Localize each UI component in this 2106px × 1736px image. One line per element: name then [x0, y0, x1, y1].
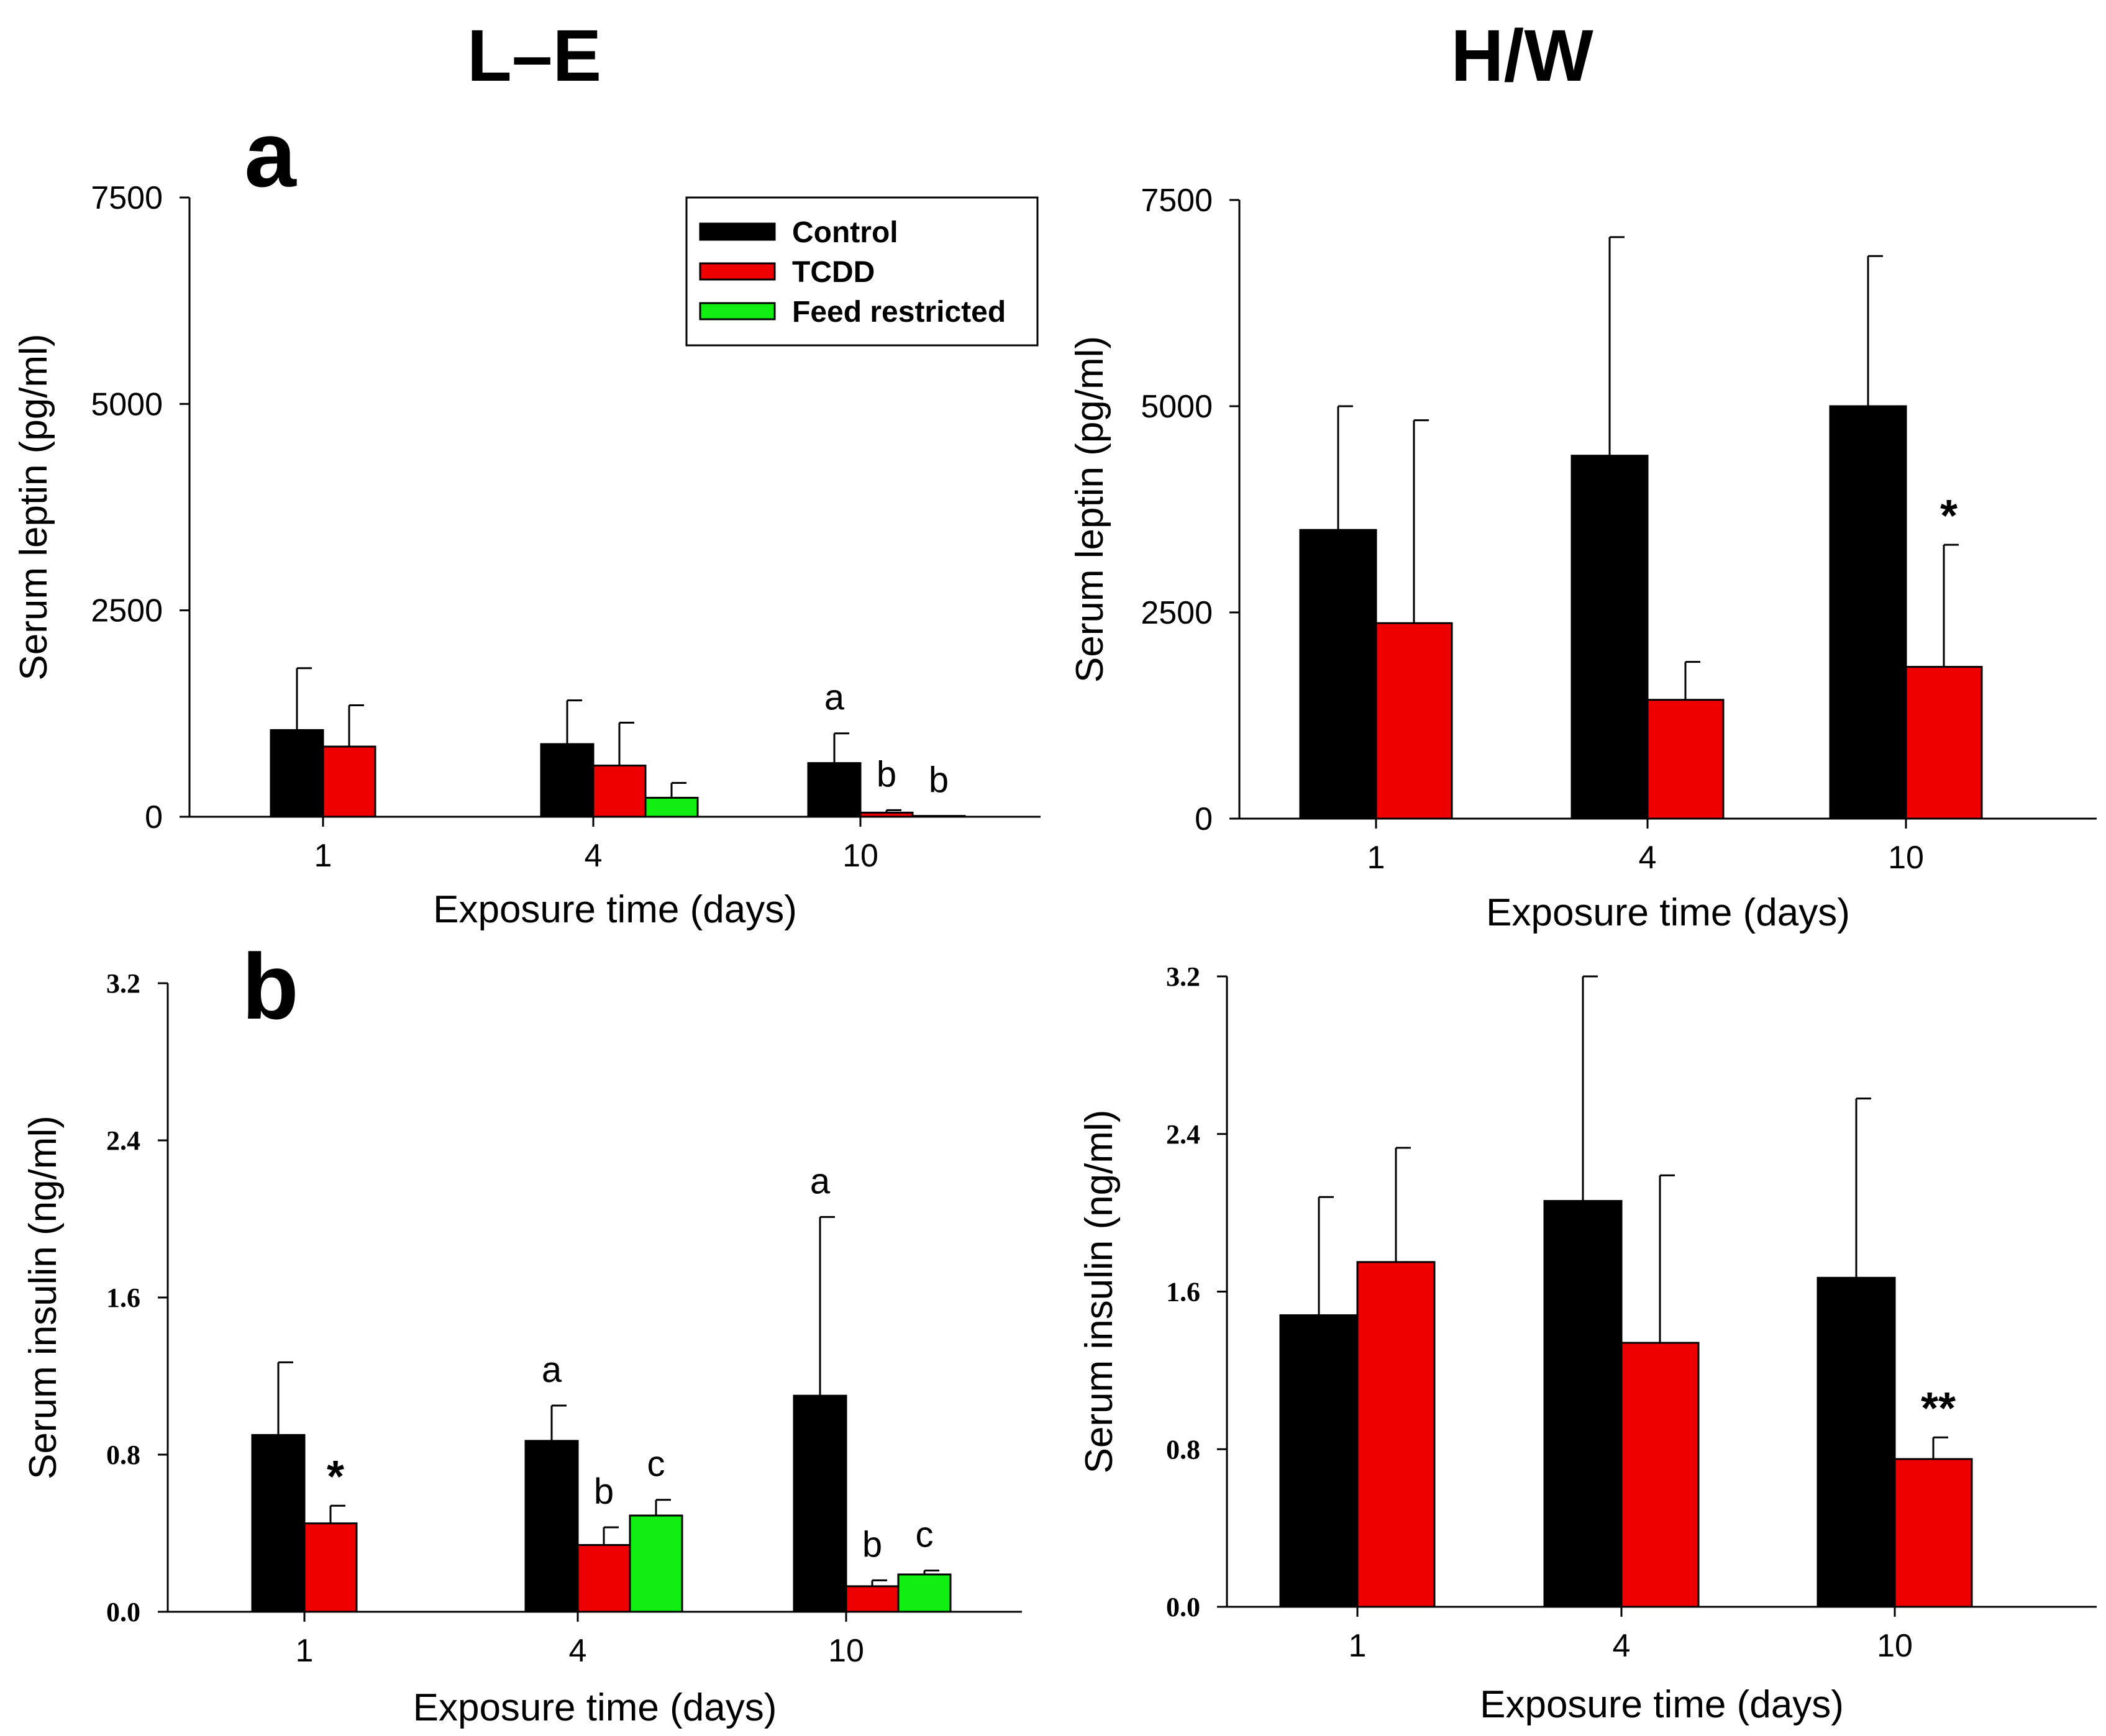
y-tick-label: 2500	[91, 593, 163, 629]
significance-label: **	[1921, 1384, 1956, 1434]
bar-feed-restricted	[897, 1573, 952, 1613]
significance-label: c	[916, 1515, 934, 1555]
significance-label: *	[327, 1452, 344, 1502]
y-tick-label: 5000	[91, 386, 163, 422]
legend-swatch-feed-restricted	[699, 302, 776, 320]
bar-control	[270, 729, 324, 818]
chart-le-leptin: 0 2500 5000 7500 Exposure time (days) Serum l…	[12, 180, 1041, 931]
significance-label: c	[647, 1444, 665, 1484]
significance-label: b	[594, 1471, 614, 1512]
legend-label: Feed restricted	[792, 296, 1006, 329]
bar-control	[1543, 1200, 1623, 1608]
x-tick-label: 4	[569, 1633, 587, 1669]
x-tick-label: 1	[1349, 1628, 1367, 1664]
chart-le-insulin: 0.0 0.8 1.6 2.4 3.2 Exposure time (days) Serum…	[22, 968, 1022, 1729]
y-tick-label: 2500	[1141, 595, 1213, 631]
bar-tcdd	[845, 1585, 900, 1613]
bar-tcdd	[577, 1543, 631, 1613]
chart-hw-insulin: 0.0 0.8 1.6 2.4 3.2 Exposure time (days) Serum…	[1078, 961, 2097, 1726]
y-tick-label: 5000	[1141, 389, 1213, 425]
y-tick-label: 2.4	[1166, 1119, 1200, 1150]
legend-label: TCDD	[792, 256, 875, 289]
x-tick-label: 10	[1877, 1628, 1913, 1664]
y-tick-label: 3.2	[1166, 961, 1200, 992]
panel-letter-a: a	[244, 102, 297, 206]
bar-feed-restricted	[644, 796, 699, 818]
significance-label: a	[810, 1161, 831, 1201]
x-axis-label: Exposure time (days)	[1480, 1683, 1844, 1726]
bar-feed-restricted	[911, 815, 966, 818]
bar-control	[1279, 1314, 1359, 1608]
significance-label: b	[877, 754, 896, 794]
bar-tcdd	[1375, 622, 1453, 820]
bar-control	[524, 1440, 579, 1613]
legend-swatch-tcdd	[699, 262, 776, 281]
bar-tcdd	[859, 811, 914, 818]
bar-feed-restricted	[629, 1514, 683, 1613]
y-axis-label: Serum leptin (pg/ml)	[12, 334, 55, 680]
bar-control	[793, 1394, 847, 1613]
bar-control	[1817, 1276, 1896, 1608]
bar-control	[540, 743, 595, 818]
significance-label: b	[929, 760, 949, 801]
y-tick-label: 1.6	[1166, 1277, 1200, 1307]
significance-label: *	[1940, 491, 1958, 541]
x-tick-label: 1	[1367, 840, 1385, 876]
x-tick-label: 10	[1888, 840, 1924, 876]
bar-tcdd	[592, 765, 647, 818]
bar-tcdd	[1905, 666, 1983, 820]
y-tick-label: 0	[1195, 801, 1213, 837]
bar-control	[1829, 405, 1907, 820]
panel-letter-b: b	[242, 934, 299, 1038]
x-tick-label: 4	[585, 838, 603, 874]
bar-tcdd	[1620, 1342, 1700, 1608]
significance-label: a	[824, 678, 845, 718]
y-tick-label: 3.2	[106, 968, 140, 999]
y-tick-label: 7500	[1141, 183, 1213, 219]
significance-label: b	[862, 1524, 882, 1565]
bar-tcdd	[1894, 1458, 1973, 1608]
x-axis-label: Exposure time (days)	[413, 1686, 777, 1729]
x-tick-label: 10	[828, 1633, 864, 1669]
y-axis-label: Serum leptin (pg/ml)	[1069, 336, 1111, 683]
y-tick-label: 0	[145, 799, 163, 835]
y-axis-label: Serum insulin (ng/ml)	[1078, 1110, 1121, 1474]
x-tick-label: 10	[842, 838, 878, 874]
chart-hw-leptin: 0 2500 5000 7500 Exposure time (days) Serum l…	[1069, 183, 2097, 934]
y-tick-label: 0.8	[106, 1440, 140, 1470]
bar-control	[807, 762, 862, 818]
x-tick-label: 4	[1639, 840, 1657, 876]
x-axis-label: Exposure time (days)	[433, 888, 797, 931]
bar-tcdd	[303, 1522, 358, 1613]
bar-control	[1299, 529, 1377, 820]
y-tick-label: 2.4	[106, 1125, 140, 1156]
y-tick-label: 0.8	[1166, 1434, 1200, 1465]
strain-title-le: L–E	[467, 15, 601, 97]
legend-swatch-control	[699, 222, 776, 241]
x-axis-label: Exposure time (days)	[1486, 891, 1850, 934]
significance-label: a	[542, 1350, 562, 1390]
bar-tcdd	[322, 745, 376, 818]
y-tick-label: 1.6	[106, 1283, 140, 1313]
y-tick-label: 0.0	[106, 1597, 140, 1627]
x-tick-label: 4	[1613, 1628, 1631, 1664]
bar-control	[1570, 455, 1649, 820]
y-axis-label: Serum insulin (ng/ml)	[22, 1116, 65, 1479]
y-tick-label: 7500	[91, 180, 163, 216]
x-tick-label: 1	[314, 838, 332, 874]
y-tick-label: 0.0	[1166, 1592, 1200, 1622]
bar-control	[251, 1434, 306, 1613]
bar-tcdd	[1646, 699, 1725, 820]
bar-tcdd	[1356, 1261, 1436, 1608]
legend-label: Control	[792, 216, 898, 249]
x-tick-label: 1	[296, 1633, 314, 1669]
strain-title-hw: H/W	[1451, 15, 1593, 97]
